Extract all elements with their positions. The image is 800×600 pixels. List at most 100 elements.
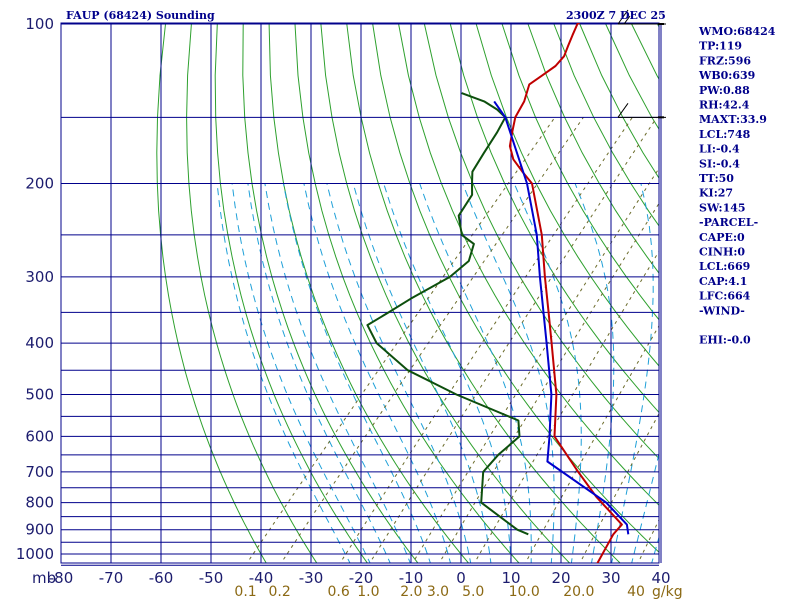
- moist-adiabat: [282, 183, 431, 563]
- dry-adiabat: [423, 23, 659, 460]
- chart-title: FAUP (68424) Sounding: [66, 9, 215, 22]
- temp-tick-label: 30: [601, 569, 620, 587]
- temp-tick-label: 40: [651, 569, 670, 587]
- stat-item: WMO:68424: [698, 25, 776, 38]
- wind-barb: [617, 103, 666, 119]
- moist-adiabat: [326, 183, 472, 563]
- stat-item: -WIND-: [699, 304, 745, 317]
- sounding-series: [366, 23, 630, 563]
- pressure-tick-label: 200: [25, 175, 54, 193]
- temp-tick-label: -20: [349, 569, 374, 587]
- temp-tick-label: -70: [99, 569, 124, 587]
- dry-adiabat: [553, 23, 659, 227]
- dry-adiabat: [787, 24, 800, 565]
- stat-item: TP:119: [699, 40, 742, 53]
- temperature-profile: [508, 23, 623, 563]
- mixing-ratio-line: [369, 117, 658, 563]
- stat-item: CAPE:0: [699, 231, 745, 244]
- temp-tick-label: -60: [149, 569, 174, 587]
- stat-item: FRZ:596: [699, 54, 751, 67]
- temp-tick-label: -30: [299, 569, 324, 587]
- temp-tick-label: -80: [49, 569, 74, 587]
- mixing-ratio-label: 3.0: [427, 584, 449, 600]
- dewpoint-profile: [366, 92, 529, 536]
- dry-adiabat: [156, 23, 267, 563]
- mixing-ratio-label: 40: [627, 584, 645, 600]
- dry-adiabat: [346, 23, 621, 563]
- stat-item: LFC:664: [699, 290, 751, 303]
- pressure-tick-label: 400: [25, 334, 54, 352]
- dry-adiabat: [449, 23, 659, 414]
- moist-adiabat: [611, 183, 654, 563]
- dry-adiabat: [475, 23, 659, 367]
- pressure-unit-label: mb: [32, 569, 56, 587]
- mixing-ratio-label: 20.0: [563, 584, 594, 600]
- dry-adiabat: [579, 23, 659, 180]
- dry-adiabat: [294, 23, 520, 563]
- temp-tick-label: -50: [199, 569, 224, 587]
- stat-item: TT:50: [699, 172, 734, 185]
- stat-item: CINH:0: [699, 246, 745, 259]
- dry-adiabat: [761, 24, 800, 565]
- stat-item: EHI:-0.0: [699, 334, 751, 347]
- stat-item: KI:27: [699, 187, 733, 200]
- mixing-ratio-label: 0.1: [234, 584, 256, 600]
- moist-adiabat: [513, 183, 582, 563]
- pressure-tick-label: 1000: [16, 545, 54, 563]
- chart-time: 2300Z 7 DEC 25: [566, 9, 666, 22]
- moist-adiabat: [216, 183, 351, 563]
- temp-tick-label: 10: [501, 569, 520, 587]
- stat-item: CAP:4.1: [699, 275, 747, 288]
- mixing-ratio-label: 1.0: [357, 584, 379, 600]
- pressure-tick-label: 500: [25, 385, 54, 403]
- mixing-ratio-line: [339, 117, 633, 563]
- stat-item: LCL:669: [699, 260, 750, 273]
- stat-item: WB0:639: [698, 69, 755, 82]
- axis-labels: 100 200 300 400 500 600 700 800 900 1000 -80 -70 -60…: [16, 15, 671, 600]
- stat-item: MAXT:33.9: [699, 113, 767, 126]
- mixing-ratio-label: 0.6: [328, 584, 350, 600]
- dry-adiabat: [398, 23, 659, 506]
- stat-item: PW:0.88: [699, 84, 750, 97]
- moist-adiabat: [247, 183, 391, 563]
- dry-adiabats: [156, 23, 800, 565]
- moist-adiabat: [303, 183, 452, 563]
- pressure-tick-label: 600: [25, 427, 54, 445]
- moist-adiabat: [574, 183, 615, 563]
- stat-item: LI:-0.4: [699, 143, 740, 156]
- mixing-ratio-label: 2.0: [400, 584, 422, 600]
- moist-adiabat: [264, 183, 411, 563]
- dry-adiabat: [527, 23, 659, 274]
- moist-adiabats: [216, 183, 659, 563]
- wind-barb: [617, 9, 666, 25]
- mixing-ratio-label: 0.2: [269, 584, 291, 600]
- dry-adiabat: [501, 23, 659, 321]
- temp-tick-label: -40: [249, 569, 274, 587]
- dry-adiabat: [372, 23, 659, 553]
- mixing-ratio-label: 5.0: [462, 584, 484, 600]
- wind-barbs: [617, 9, 666, 119]
- moist-adiabat: [631, 451, 659, 563]
- pressure-tick-label: 100: [25, 15, 54, 33]
- stat-item: -PARCEL-: [699, 216, 758, 229]
- temp-tick-label: 20: [551, 569, 570, 587]
- mixing-ratio-line: [246, 117, 556, 563]
- moist-adiabat: [419, 183, 532, 563]
- moist-adiabat: [352, 183, 492, 563]
- mixing-ratio-unit-label: g/kg: [652, 584, 683, 600]
- pressure-tick-label: 800: [25, 494, 54, 512]
- plot-frame: [60, 22, 660, 564]
- dry-adiabat: [186, 23, 318, 563]
- mixing-ratio-label: 10.0: [509, 584, 540, 600]
- dry-adiabat: [268, 23, 470, 563]
- pressure-tick-label: 900: [25, 521, 54, 539]
- mixing-ratio-line: [579, 412, 659, 563]
- dry-adiabat: [242, 23, 419, 563]
- dry-adiabat: [320, 23, 571, 563]
- pressure-tick-label: 300: [25, 268, 54, 286]
- stat-item: LCL:748: [699, 128, 751, 141]
- stat-item: SW:145: [699, 201, 746, 214]
- pressure-tick-label: 700: [25, 463, 54, 481]
